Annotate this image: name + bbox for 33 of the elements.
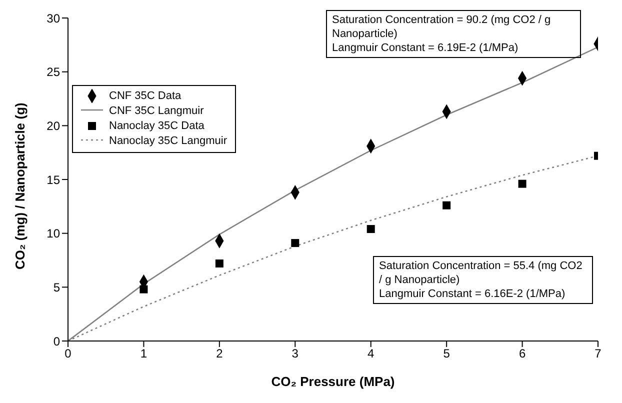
text-box: Saturation Concentration = 90.2 (mg CO2 / g Nanoparticle) Langmuir Constant = 6.19E-2 (1/MPa) [326,10,581,58]
legend-label: CNF 35C Langmuir [108,104,205,119]
x-tick-label: 7 [594,346,602,361]
annotation: Langmuir Constant = 6.16E-2 (1/MPa) [379,287,566,301]
point [291,239,300,248]
point [140,285,148,294]
y-tick-label: 5 [53,280,60,294]
text-box: Saturation Concentration = 55.4 (mg CO2 / g Nanoparticle) Langmuir Constant = 6.16E-2 (1/MPa) [373,256,593,304]
annotation: Saturation Concentration = 55.4 (mg CO2 / g Nanoparticle) [379,259,584,287]
y-tick-label: 20 [46,118,60,133]
legend-label: Nanoclay 35C Data [108,119,206,134]
point [442,201,451,210]
x-tick-label: 0 [64,346,72,361]
legend-label: Nanoclay 35C Langmuir [108,134,228,149]
x-axis-title: CO₂ Pressure (MPa) [271,374,395,389]
x-tick-label: 1 [140,346,148,361]
point [215,259,224,268]
y-tick-label: 10 [46,226,60,241]
annotation: Langmuir Constant = 6.19E-2 (1/MPa) [332,41,520,55]
x-tick-label: 3 [292,346,299,361]
y-axis-title: CO₂ (mg) / Nanoparticle (g) [12,102,28,270]
x-tick-label: 6 [518,346,526,361]
y-tick-label: 30 [46,11,60,26]
point [518,180,526,188]
y-tick-label: 15 [46,172,60,187]
y-tick-label: 0 [53,334,60,348]
point [366,225,375,234]
x-tick-label: 4 [368,346,375,361]
legend-label: CNF 35C Data [108,89,182,104]
x-tick-label: 2 [216,346,224,361]
x-tick-label: 5 [443,346,450,361]
annotation: Saturation Concentration = 90.2 (mg CO2 / g Nanoparticle) [332,13,552,41]
y-tick-label: 25 [46,65,60,80]
